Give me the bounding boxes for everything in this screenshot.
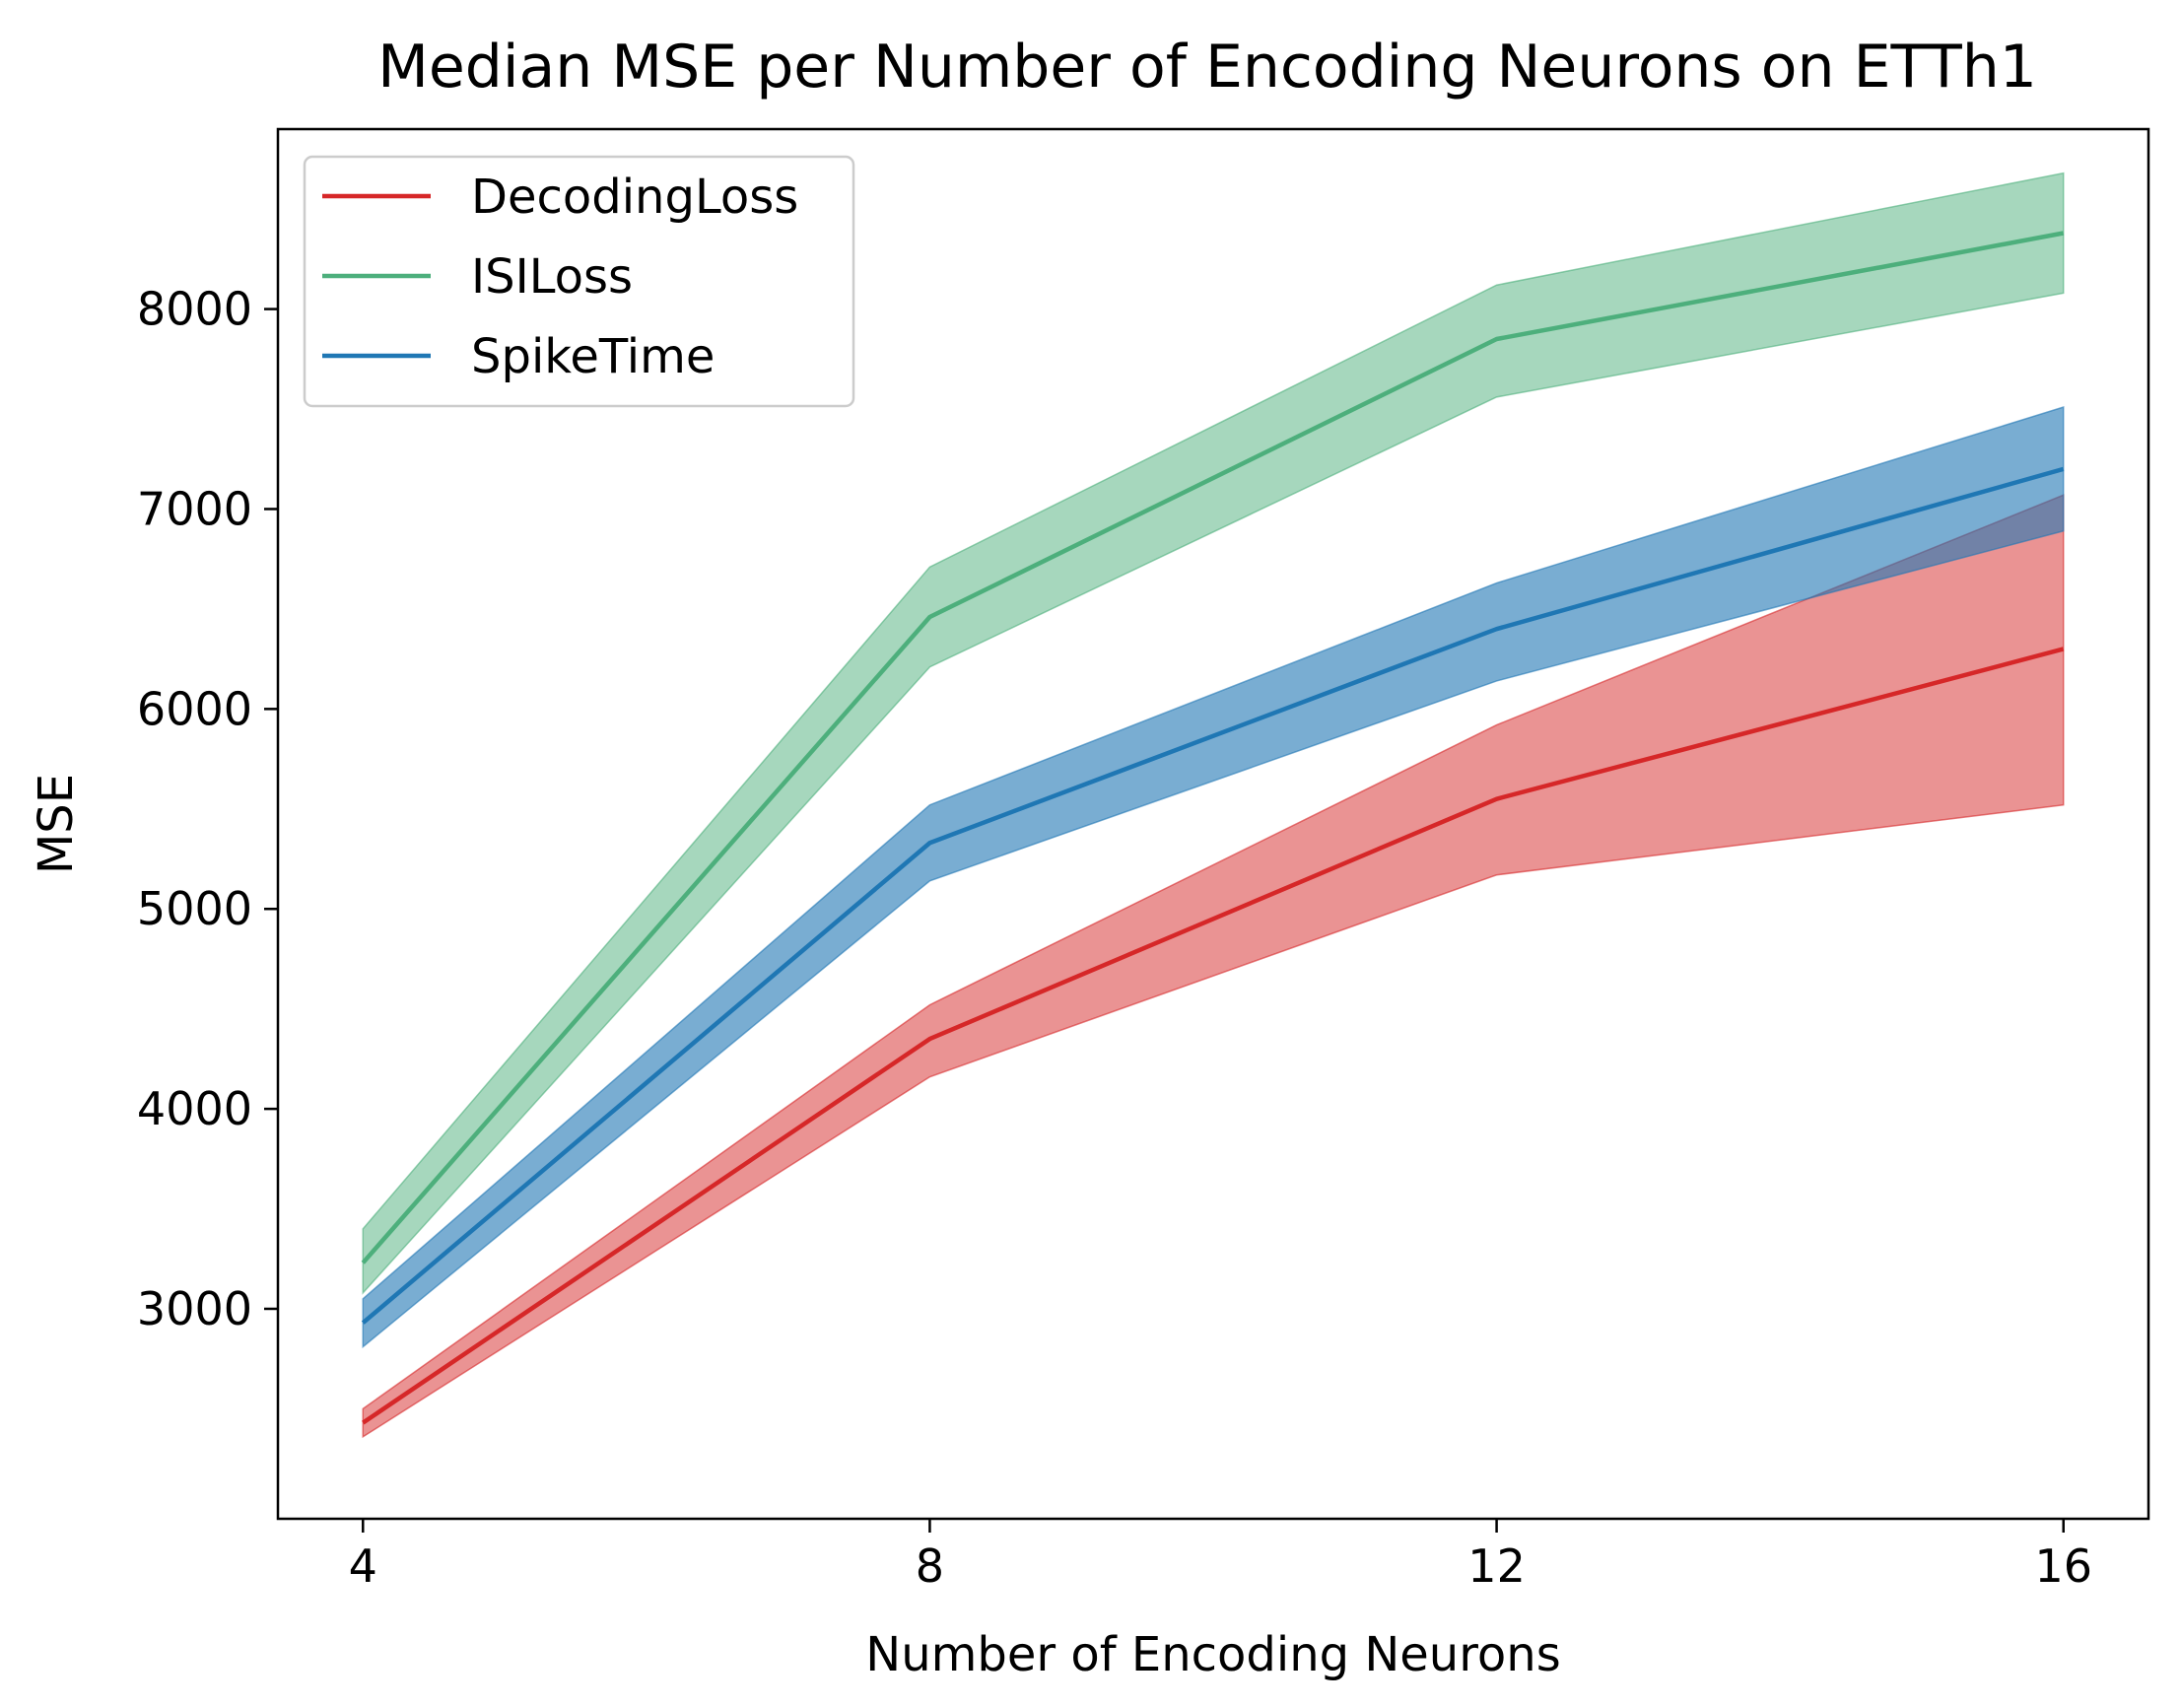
y-axis-ticks: 3000 4000 5000 6000 7000 8000 (137, 283, 278, 1335)
legend-frame (303, 155, 855, 408)
band-spiketime (362, 405, 2065, 1349)
y-tick-label: 5000 (137, 882, 252, 935)
legend-label-decodingloss: DecodingLoss (471, 170, 798, 225)
legend-label-spiketime: SpikeTime (471, 329, 715, 384)
band-isiloss (362, 171, 2065, 1295)
y-axis-label: MSE (29, 774, 84, 874)
x-axis-ticks: 4 8 12 16 (349, 1519, 2092, 1593)
x-tick-label: 12 (1467, 1539, 1526, 1593)
y-tick-label: 3000 (137, 1282, 252, 1335)
x-axis-label: Number of Encoding Neurons (865, 1627, 1560, 1682)
confidence-bands (362, 171, 2065, 1439)
x-tick-label: 4 (349, 1539, 377, 1593)
y-tick-label: 4000 (137, 1082, 252, 1135)
legend: DecodingLoss ISILoss SpikeTime (303, 155, 855, 408)
line-decodingloss (362, 647, 2065, 1425)
y-tick-label: 6000 (137, 682, 252, 735)
plot-frame (276, 127, 2150, 1521)
x-tick-label: 16 (2034, 1539, 2092, 1593)
series-lines (361, 231, 2065, 1425)
band-decodingloss (362, 494, 2065, 1439)
legend-label-isiloss: ISILoss (471, 249, 633, 305)
x-tick-label: 8 (916, 1539, 944, 1593)
chart-title: Median MSE per Number of Encoding Neuron… (377, 33, 2037, 102)
y-tick-label: 7000 (137, 482, 252, 535)
line-spiketime (361, 466, 2065, 1325)
line-isiloss (361, 231, 2065, 1264)
y-tick-label: 8000 (137, 283, 252, 336)
